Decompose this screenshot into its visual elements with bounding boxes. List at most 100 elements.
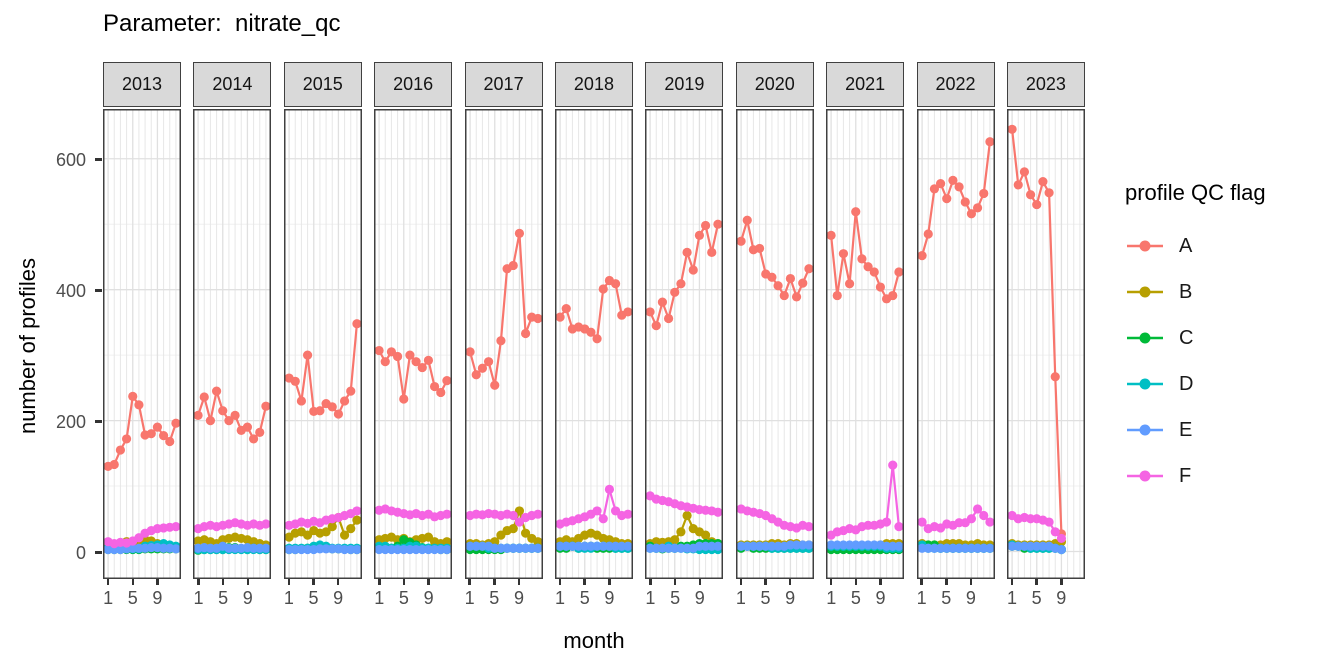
series-point-A xyxy=(430,381,440,392)
series-point-E xyxy=(713,541,723,551)
series-point-A xyxy=(561,304,571,314)
panel-border xyxy=(554,109,633,579)
x-tick-label: 5 xyxy=(1031,588,1042,608)
series-point-F xyxy=(978,510,988,521)
x-tick-label: 9 xyxy=(875,588,886,608)
x-tick-mark xyxy=(287,579,291,585)
series-point-B xyxy=(345,524,356,534)
series-point-F xyxy=(352,506,362,516)
x-tick-label: 5 xyxy=(941,588,952,608)
series-point-A xyxy=(785,273,795,284)
series-point-F xyxy=(972,504,982,514)
series-point-A xyxy=(742,215,752,225)
series-point-A xyxy=(857,254,867,264)
legend-title: profile QC flag xyxy=(1125,180,1266,205)
x-tick-mark xyxy=(1010,579,1014,585)
series-point-F xyxy=(916,517,927,527)
series-point-A xyxy=(767,272,777,282)
facet-strip-label: 2013 xyxy=(121,74,163,94)
series-point-A xyxy=(339,396,349,406)
series-point-A xyxy=(1038,177,1048,187)
series-point-A xyxy=(345,386,356,396)
series-point-A xyxy=(1019,167,1029,177)
facet-2019: 2019 1 5 9 xyxy=(645,62,724,613)
series-point-A xyxy=(171,418,181,428)
facet-2013: 2013 1 5 9 xyxy=(103,62,181,613)
series-point-A xyxy=(869,267,879,277)
series-point-B xyxy=(442,537,452,547)
x-tick-mark xyxy=(764,579,767,585)
panel-background xyxy=(283,109,362,579)
series-point-F xyxy=(1056,533,1066,544)
facet-2016: 2016 1 5 9 xyxy=(374,62,453,613)
series-point-A xyxy=(374,345,384,356)
series-point-A xyxy=(128,391,138,401)
series-point-A xyxy=(888,290,898,301)
series-point-A xyxy=(508,260,518,271)
series-point-A xyxy=(670,287,680,297)
series-point-B xyxy=(701,530,711,540)
facet-strip-label: 2017 xyxy=(483,74,524,94)
x-tick-label: 9 xyxy=(1056,588,1067,608)
facet-panel xyxy=(826,109,905,579)
series-point-B xyxy=(352,515,362,525)
legend-key-point xyxy=(1139,470,1151,482)
series-point-A xyxy=(804,264,814,274)
panel-background xyxy=(374,109,453,579)
series-point-A xyxy=(598,284,608,294)
series-point-A xyxy=(411,357,421,367)
facet-panel xyxy=(193,109,272,579)
legend-key-point xyxy=(1139,378,1151,390)
series-point-A xyxy=(1044,188,1054,198)
series-point-A xyxy=(423,355,434,365)
x-axis-title: month xyxy=(563,628,625,653)
series-point-A xyxy=(651,321,662,331)
series-point-F xyxy=(966,514,976,524)
x-tick-label: 5 xyxy=(850,588,861,608)
x-tick-mark xyxy=(517,579,521,585)
x-tick-mark xyxy=(969,579,973,585)
series-point-A xyxy=(832,290,842,301)
x-tick-mark xyxy=(558,579,562,585)
x-tick-mark xyxy=(197,579,200,585)
legend-key-D xyxy=(1127,378,1163,390)
series-point-A xyxy=(791,292,801,302)
facet-strip: 2023 xyxy=(1006,62,1085,107)
series-point-B xyxy=(321,527,331,537)
series-point-A xyxy=(978,188,988,199)
x-tick-label: 1 xyxy=(283,588,294,608)
series-point-F xyxy=(984,517,995,527)
x-tick-mark xyxy=(336,579,340,585)
facet-panel xyxy=(645,109,724,579)
series-point-F xyxy=(1044,517,1054,527)
series-point-A xyxy=(707,247,717,257)
facet-strip: 2019 xyxy=(645,62,724,107)
legend-label-C: C xyxy=(1179,326,1194,349)
series-point-A xyxy=(713,219,723,229)
panel-background xyxy=(193,109,272,579)
series-point-A xyxy=(658,297,668,307)
legend-entry-F: F xyxy=(1125,453,1266,499)
x-tick-mark xyxy=(131,579,134,585)
facet-2020: 2020 1 5 9 xyxy=(735,62,814,613)
panel-background xyxy=(103,109,181,579)
x-tick-label: 9 xyxy=(423,588,434,608)
legend-key-point xyxy=(1139,240,1151,252)
series-point-F xyxy=(1050,527,1060,537)
legend-label-E: E xyxy=(1179,418,1193,441)
series-point-A xyxy=(146,429,156,439)
series-point-F xyxy=(442,509,452,519)
series-point-B xyxy=(339,530,349,540)
facet-strip: 2014 xyxy=(193,62,272,107)
series-point-F xyxy=(894,522,904,532)
legend-entry-A: A xyxy=(1125,223,1266,269)
series-point-A xyxy=(676,279,686,289)
facet-strip-label: 2014 xyxy=(212,74,253,94)
x-tick-label: 5 xyxy=(127,588,138,608)
legend-key-point xyxy=(1139,424,1151,436)
facet-strip-label: 2021 xyxy=(845,74,886,94)
